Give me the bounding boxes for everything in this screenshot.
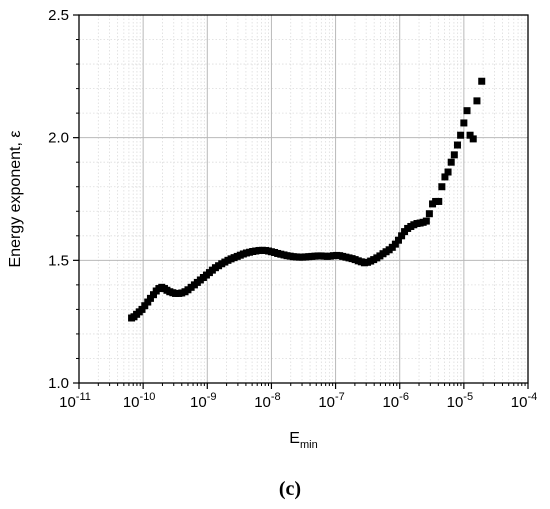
x-tick-label-base: 10 <box>511 394 528 411</box>
data-point <box>473 97 481 105</box>
x-tick-label-base: 10 <box>318 394 335 411</box>
data-point <box>144 298 152 306</box>
data-point <box>425 210 433 218</box>
x-tick-label: 10-11 <box>59 391 91 411</box>
y-axis-title: Energy exponent, ε <box>7 131 24 268</box>
data-point <box>146 294 154 302</box>
data-point <box>391 240 399 248</box>
y-tick-label: 2.0 <box>48 130 69 147</box>
x-tick-labels: 10-11 10-10 10-9 10-8 10-7 10-6 10-5 10-4 <box>59 391 537 411</box>
data-point <box>466 131 474 139</box>
x-axis-title-subscript: min <box>300 439 318 451</box>
x-tick-label: 10-4 <box>511 391 537 411</box>
data-point <box>394 236 402 244</box>
x-tick-label-exponent: -6 <box>399 391 409 403</box>
data-point <box>450 151 458 159</box>
data-point <box>422 217 430 225</box>
x-tick-label: 10-5 <box>447 391 473 411</box>
plot-background <box>79 15 528 383</box>
data-point <box>453 141 461 149</box>
plot-area <box>73 14 529 389</box>
x-axis-title-main: E <box>289 430 300 447</box>
data-point <box>447 158 455 166</box>
x-tick-label-exponent: -11 <box>76 391 91 403</box>
y-tick-label: 1.5 <box>48 252 69 269</box>
x-tick-label-base: 10 <box>382 394 399 411</box>
x-tick-label: 10-7 <box>318 391 344 411</box>
data-markers <box>128 77 486 322</box>
data-point <box>457 131 465 139</box>
data-point <box>441 173 449 181</box>
x-tick-label-exponent: -5 <box>463 391 473 403</box>
x-tick-label: 10-9 <box>190 391 216 411</box>
x-tick-label-base: 10 <box>123 394 140 411</box>
x-tick-label-base: 10 <box>190 394 207 411</box>
data-point <box>478 77 486 85</box>
plot-frame <box>78 14 529 384</box>
x-tick-label-exponent: -7 <box>335 391 345 403</box>
x-tick-label: 10-6 <box>382 391 408 411</box>
data-point <box>463 107 471 115</box>
data-point <box>435 197 443 205</box>
x-tick-label-base: 10 <box>447 394 464 411</box>
minor-grid <box>79 15 528 383</box>
data-point <box>141 302 149 310</box>
x-tick-label: 10-8 <box>254 391 280 411</box>
x-tick-label-exponent: -4 <box>527 391 537 403</box>
data-point <box>460 119 468 127</box>
data-point <box>149 291 157 299</box>
x-tick-label-base: 10 <box>254 394 271 411</box>
data-point <box>138 305 146 313</box>
x-tick-label: 10-10 <box>123 391 156 411</box>
y-tick-labels: 1.0 1.5 2.0 2.5 <box>48 7 69 392</box>
axis-ticks <box>73 14 529 389</box>
data-point <box>398 232 406 240</box>
x-tick-label-base: 10 <box>59 394 76 411</box>
data-point <box>444 168 452 176</box>
x-tick-label-exponent: -10 <box>140 391 156 403</box>
x-axis-title: Emin <box>289 430 317 451</box>
x-tick-label-exponent: -8 <box>271 391 281 403</box>
y-tick-label: 2.5 <box>48 7 69 24</box>
data-point <box>438 183 446 191</box>
panel-label: (c) <box>279 478 301 500</box>
x-tick-label-exponent: -9 <box>207 391 217 403</box>
data-point <box>469 135 477 143</box>
y-tick-label: 1.0 <box>48 375 69 392</box>
